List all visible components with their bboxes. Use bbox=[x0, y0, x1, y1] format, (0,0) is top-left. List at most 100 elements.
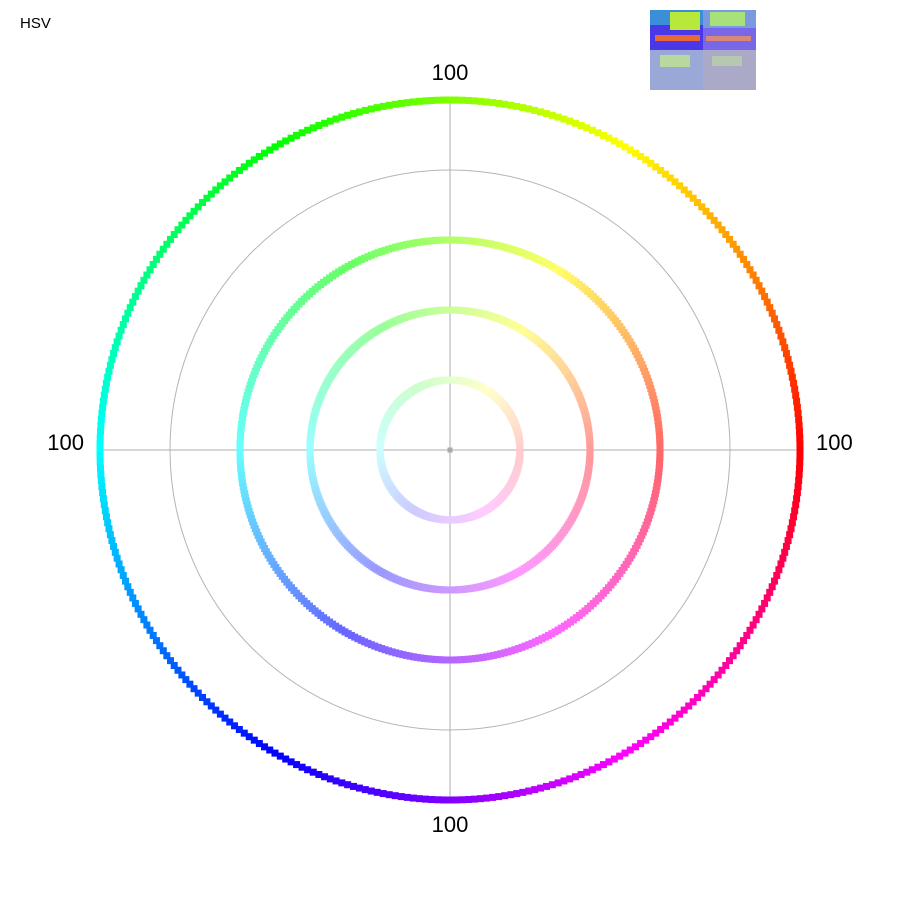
ring-point bbox=[795, 415, 803, 423]
radial-limit-label: 100 bbox=[432, 60, 469, 85]
ring-point bbox=[566, 117, 574, 125]
ring-point bbox=[134, 287, 142, 295]
ring-point bbox=[250, 736, 258, 744]
ring-point bbox=[102, 379, 110, 387]
ring-point bbox=[784, 537, 792, 545]
ring-point bbox=[657, 726, 665, 734]
ring-point bbox=[726, 235, 734, 243]
ring-point bbox=[507, 245, 515, 253]
ring-point bbox=[676, 710, 684, 718]
ring-point bbox=[97, 470, 105, 478]
ring-point bbox=[746, 266, 754, 274]
ring-point bbox=[698, 203, 706, 211]
ring-point bbox=[149, 261, 157, 269]
ring-point bbox=[755, 282, 763, 290]
ring-point bbox=[726, 657, 734, 665]
ring-point bbox=[470, 97, 478, 105]
ring-point bbox=[586, 448, 594, 456]
ring-point bbox=[216, 182, 224, 190]
ring-point bbox=[525, 787, 533, 795]
ring-point bbox=[117, 566, 125, 574]
ring-point bbox=[237, 428, 245, 436]
ring-point bbox=[654, 420, 662, 428]
ring-point bbox=[332, 777, 340, 785]
ring-point bbox=[477, 97, 485, 105]
ring-point bbox=[131, 599, 139, 607]
ring-point bbox=[796, 458, 804, 466]
ring-point bbox=[344, 111, 352, 119]
ring-point bbox=[779, 554, 787, 562]
ring-point bbox=[395, 650, 403, 658]
ring-point bbox=[537, 108, 545, 116]
ring-point bbox=[194, 689, 202, 697]
ring-point bbox=[755, 610, 763, 618]
ring-point bbox=[791, 385, 799, 393]
thumbnail bbox=[650, 10, 756, 90]
ring-point bbox=[266, 746, 274, 754]
ring-point bbox=[651, 493, 659, 501]
ring-point bbox=[391, 100, 399, 108]
ring-point bbox=[501, 100, 509, 108]
ring-point bbox=[231, 722, 239, 730]
ring-point bbox=[113, 554, 121, 562]
ring-point bbox=[392, 243, 400, 251]
ring-point bbox=[554, 779, 562, 787]
ring-point bbox=[795, 422, 803, 430]
ring-point bbox=[787, 525, 795, 533]
ring-point bbox=[796, 452, 804, 460]
ring-point bbox=[101, 507, 109, 515]
ring-point bbox=[477, 795, 485, 803]
ring-point bbox=[239, 413, 247, 421]
ring-point bbox=[271, 143, 279, 151]
ring-point bbox=[415, 97, 423, 105]
ring-point bbox=[399, 651, 407, 659]
ring-point bbox=[239, 479, 247, 487]
ring-point bbox=[656, 457, 664, 465]
ring-point bbox=[428, 237, 436, 245]
ring-point bbox=[796, 440, 804, 448]
ring-point bbox=[452, 96, 460, 104]
ring-point bbox=[577, 771, 585, 779]
ring-point bbox=[788, 519, 796, 527]
ring-point bbox=[385, 647, 393, 655]
ring-point bbox=[99, 397, 107, 405]
ring-point bbox=[729, 240, 737, 248]
ring-point bbox=[140, 276, 148, 284]
ring-point bbox=[495, 793, 503, 801]
ring-point bbox=[261, 743, 269, 751]
radial-limit-label: 100 bbox=[432, 812, 469, 837]
ring-point bbox=[282, 755, 290, 763]
ring-point bbox=[111, 344, 119, 352]
ring-point bbox=[519, 104, 527, 112]
ring-point bbox=[655, 468, 663, 476]
ring-point bbox=[479, 653, 487, 661]
ring-point bbox=[428, 655, 436, 663]
ring-point bbox=[338, 779, 346, 787]
ring-point bbox=[652, 163, 660, 171]
ring-point bbox=[406, 652, 414, 660]
ring-point bbox=[516, 447, 524, 455]
ring-point bbox=[654, 472, 662, 480]
ring-point bbox=[117, 326, 125, 334]
ring-point bbox=[621, 749, 629, 757]
ring-point bbox=[182, 216, 190, 224]
ring-point bbox=[577, 121, 585, 129]
ring-point bbox=[435, 236, 443, 244]
ring-point bbox=[571, 773, 579, 781]
ring-point bbox=[321, 773, 329, 781]
radial-limit-label: 100 bbox=[47, 430, 84, 455]
ring-point bbox=[241, 490, 249, 498]
hue-ring bbox=[236, 236, 664, 664]
ring-point bbox=[417, 238, 425, 246]
ring-point bbox=[406, 240, 414, 248]
ring-point bbox=[276, 752, 284, 760]
ring-point bbox=[235, 166, 243, 174]
ring-point bbox=[298, 763, 306, 771]
ring-point bbox=[566, 775, 574, 783]
ring-point bbox=[442, 236, 450, 244]
ring-point bbox=[298, 129, 306, 137]
ring-point bbox=[293, 761, 301, 769]
ring-point bbox=[743, 631, 751, 639]
hue-ring bbox=[96, 96, 804, 804]
